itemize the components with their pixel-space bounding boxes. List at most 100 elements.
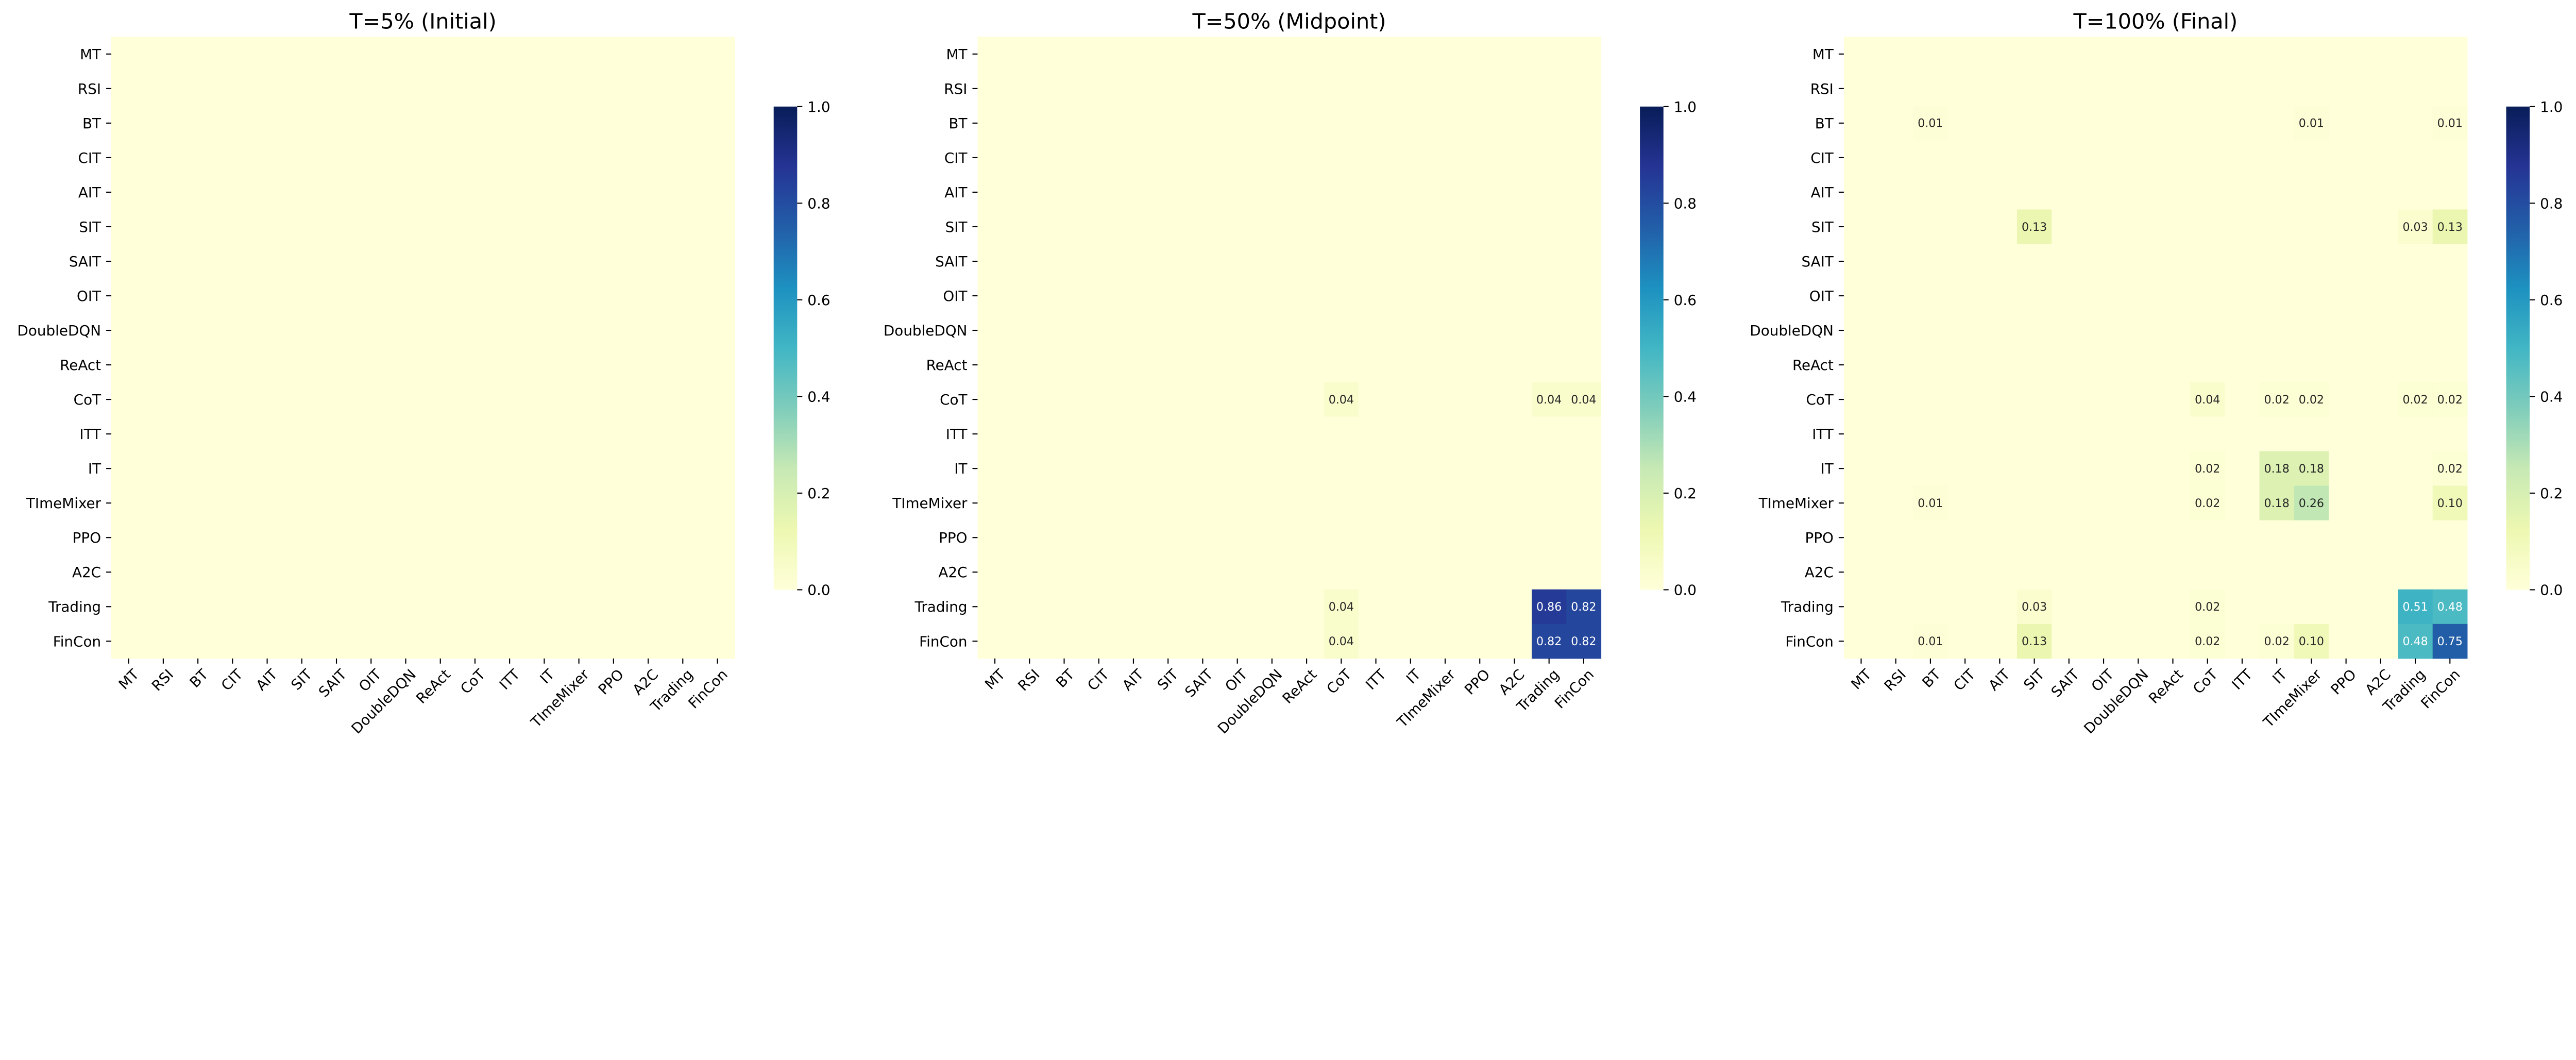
heatmap-cell-ITT-SAIT xyxy=(1185,416,1221,452)
heatmap-cell-CoT-MT xyxy=(977,382,1013,417)
y-tick-label: TImeMixer xyxy=(892,495,968,512)
x-tick-label: PPO xyxy=(1461,666,1494,698)
cell-annotation: 0.03 xyxy=(2402,221,2428,234)
heatmap-cell-SIT-ReAct xyxy=(2155,209,2191,245)
heatmap-cell-CIT-AIT xyxy=(1116,140,1151,175)
heatmap-cell-ReAct-FinCon xyxy=(700,347,735,383)
cell-annotation: 0.48 xyxy=(2437,600,2463,614)
heatmap-cell-A2C-SAIT xyxy=(2052,554,2087,590)
heatmap-cell-CIT-A2C xyxy=(2363,140,2399,175)
heatmap-cell-FinCon-A2C xyxy=(1497,624,1532,659)
heatmap-cell-ITT-RSI xyxy=(1012,416,1047,452)
heatmap-cell-SIT-IT xyxy=(527,209,562,245)
heatmap-cell-AIT-RSI xyxy=(146,175,181,210)
heatmap-cell-SIT-AIT xyxy=(249,209,285,245)
heatmap-cell-CIT-AIT xyxy=(249,140,285,175)
heatmap-cell-FinCon-Trading xyxy=(1532,624,1567,659)
heatmap-cell-RSI-IT xyxy=(527,71,562,106)
heatmap-cell-MT-TImeMixer xyxy=(1428,37,1463,72)
y-tick-label: AIT xyxy=(78,184,101,201)
heatmap-cell-RSI-BT xyxy=(180,71,216,106)
cell-annotation: 0.02 xyxy=(2299,393,2324,407)
heatmap-cell-DoubleDQN-RSI xyxy=(146,313,181,348)
heatmap-cell-CIT-TImeMixer xyxy=(1428,140,1463,175)
y-tick-label: CoT xyxy=(1806,391,1834,408)
colorbar-tick-label: 1.0 xyxy=(2540,98,2563,115)
heatmap-cell-AIT-SAIT xyxy=(319,175,354,210)
heatmap-cell-MT-A2C xyxy=(631,37,666,72)
heatmap-cell-SAIT-DoubleDQN xyxy=(1255,244,1290,279)
heatmap-cell-TImeMixer-FinCon xyxy=(700,485,735,521)
heatmap-cell-AIT-ReAct xyxy=(423,175,458,210)
heatmap-cell-PPO-BT xyxy=(1913,520,1948,556)
heatmap-cell-BT-CoT xyxy=(2190,106,2225,141)
heatmap-cell-BT-PPO xyxy=(596,106,632,141)
heatmap-cell-FinCon-PPO xyxy=(1462,624,1498,659)
heatmap-cell-RSI-A2C xyxy=(631,71,666,106)
heatmap-cell-BT-IT xyxy=(2259,106,2295,141)
heatmap-cell-ReAct-PPO xyxy=(596,347,632,383)
heatmap-cell-A2C-FinCon xyxy=(1566,554,1602,590)
heatmap-cell-ReAct-ITT xyxy=(2225,347,2260,383)
heatmap-cell-CoT-FinCon xyxy=(700,382,735,417)
heatmap-cell-RSI-MT xyxy=(1843,71,1879,106)
heatmap-cell-TImeMixer-A2C xyxy=(2363,485,2399,521)
heatmap-cell-CoT-SAIT xyxy=(2052,382,2087,417)
heatmap-cell-OIT-DoubleDQN xyxy=(1255,278,1290,314)
heatmap-cell-ReAct-BT xyxy=(180,347,216,383)
heatmap-cell-PPO-Trading xyxy=(1532,520,1567,556)
heatmap-cell-DoubleDQN-IT xyxy=(2259,313,2295,348)
heatmap-cell-DoubleDQN-Trading xyxy=(1532,313,1567,348)
heatmap-cell-PPO-PPO xyxy=(596,520,632,556)
heatmap-cell-BT-DoubleDQN xyxy=(1255,106,1290,141)
y-tick-label: CoT xyxy=(940,391,968,408)
heatmap-cell-SAIT-PPO xyxy=(2329,244,2364,279)
heatmap-cell-CIT-ReAct xyxy=(1289,140,1325,175)
heatmap-cell-CIT-A2C xyxy=(1497,140,1532,175)
heatmap-cell-CoT-FinCon xyxy=(2432,382,2468,417)
heatmap-cell-AIT-DoubleDQN xyxy=(388,175,423,210)
heatmap-cell-DoubleDQN-ReAct xyxy=(2155,313,2191,348)
heatmap-cell-MT-TImeMixer xyxy=(2294,37,2329,72)
heatmap-cell-DoubleDQN-FinCon xyxy=(1566,313,1602,348)
heatmap-cell-AIT-ReAct xyxy=(1289,175,1325,210)
heatmap-cell-SAIT-TImeMixer xyxy=(1428,244,1463,279)
heatmap-cell-ITT-SIT xyxy=(2016,416,2052,452)
heatmap-cell-OIT-MT xyxy=(977,278,1013,314)
heatmap-cell-OIT-DoubleDQN xyxy=(388,278,423,314)
heatmap-cell-RSI-SIT xyxy=(1150,71,1186,106)
y-tick-label: IT xyxy=(1821,460,1834,477)
heatmap-cell-ITT-RSI xyxy=(1878,416,1913,452)
heatmap-cell-Trading-RSI xyxy=(1878,589,1913,625)
heatmap-cell-CIT-SIT xyxy=(2016,140,2052,175)
heatmap-cell-OIT-SAIT xyxy=(1185,278,1221,314)
cell-annotation: 0.02 xyxy=(2437,393,2463,407)
heatmap-cell-FinCon-A2C xyxy=(2363,624,2399,659)
heatmap-cell-A2C-A2C xyxy=(631,554,666,590)
heatmap-cell-CIT-TImeMixer xyxy=(2294,140,2329,175)
cell-annotation: 0.10 xyxy=(2437,497,2463,510)
heatmap-cell-IT-BT xyxy=(180,451,216,486)
heatmap-cell-FinCon-PPO xyxy=(596,624,632,659)
heatmap-cell-DoubleDQN-PPO xyxy=(1462,313,1498,348)
heatmap-cell-AIT-DoubleDQN xyxy=(1255,175,1290,210)
heatmap-cell-Trading-PPO xyxy=(596,589,632,625)
heatmap-cell-OIT-ITT xyxy=(1358,278,1394,314)
heatmap-cell-AIT-OIT xyxy=(2086,175,2122,210)
heatmap-cell-SAIT-SAIT xyxy=(1185,244,1221,279)
heatmap-cell-OIT-BT xyxy=(1913,278,1948,314)
heatmap-cell-SAIT-OIT xyxy=(1220,244,1255,279)
heatmap-cell-PPO-OIT xyxy=(1220,520,1255,556)
heatmap-cell-RSI-A2C xyxy=(1497,71,1532,106)
heatmap-cell-PPO-ITT xyxy=(492,520,528,556)
heatmap-cell-PPO-SIT xyxy=(1150,520,1186,556)
y-tick-label: FinCon xyxy=(53,633,101,650)
y-tick-label: DoubleDQN xyxy=(884,322,968,339)
cell-annotation: 0.82 xyxy=(1571,635,1596,648)
heatmap-cell-CIT-Trading xyxy=(1532,140,1567,175)
heatmap-cell-ReAct-SIT xyxy=(2016,347,2052,383)
y-tick-label: SAIT xyxy=(935,253,968,270)
heatmap-cell-DoubleDQN-SIT xyxy=(2016,313,2052,348)
heatmap-cell-OIT-CoT xyxy=(457,278,493,314)
heatmap-cell-RSI-CoT xyxy=(2190,71,2225,106)
